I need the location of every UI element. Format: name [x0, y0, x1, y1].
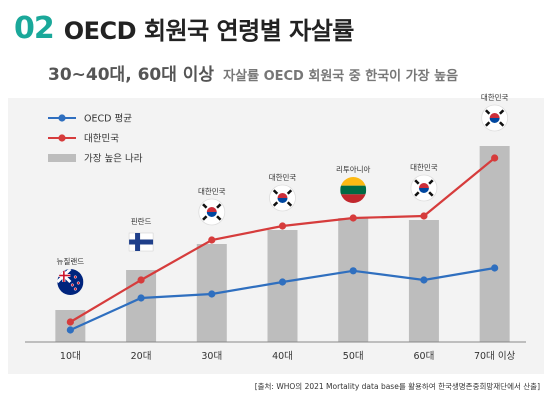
bar-4	[267, 230, 298, 342]
x-tick-label: 50대	[343, 351, 364, 362]
source-note: [출처: WHO의 2021 Mortality data base를 활용하여…	[254, 382, 540, 391]
section-number: 02	[14, 10, 55, 46]
korea-point-7	[491, 154, 499, 162]
x-tick-label: 60대	[414, 351, 435, 362]
bar-country-label: 핀란드	[131, 216, 152, 226]
korea-flag	[198, 198, 226, 226]
oecd-average-point-4	[278, 278, 287, 286]
oecd-average-point-1	[66, 326, 74, 334]
x-tick-label: 20대	[131, 351, 152, 362]
korea-point-6	[420, 212, 428, 220]
legend-label: 가장 높은 나라	[84, 154, 143, 165]
bar-country-label: 뉴질랜드	[57, 256, 85, 266]
page-title: OECD 회원국 연령별 자살률	[63, 16, 355, 45]
subtitle-rest: 자살률 OECD 회원국 중 한국이 가장 높음	[223, 69, 459, 84]
x-tick-label: 70대 이상	[474, 351, 516, 362]
bar-country-label: 대한민국	[481, 92, 509, 102]
legend-oecd-average: OECD 평균	[48, 114, 132, 125]
korea-point-2	[137, 276, 145, 284]
oecd-average-point-3	[208, 290, 216, 298]
legend-highest-country: 가장 높은 나라	[48, 154, 143, 165]
korea-point-5	[349, 214, 357, 222]
oecd-average-point-6	[420, 276, 428, 284]
korea-point-4	[278, 222, 287, 230]
korea-flag	[481, 104, 509, 132]
subtitle: 30~40대, 60대 이상 자살률 OECD 회원국 중 한국이 가장 높음	[48, 60, 458, 85]
korea-flag	[410, 174, 438, 202]
korea-flag	[269, 184, 296, 212]
bar-country-label: 대한민국	[410, 162, 438, 172]
header: 02 OECD 회원국 연령별 자살률	[14, 8, 354, 48]
korea-point-1	[66, 318, 74, 326]
x-tick-label: 40대	[272, 351, 293, 362]
new-zealand-flag	[57, 269, 84, 295]
bar-country-label: 대한민국	[269, 172, 297, 182]
x-tick-label: 10대	[60, 351, 81, 362]
bar-5	[338, 218, 369, 342]
bar-country-label: 리투아니아	[336, 164, 371, 174]
legend-label: 대한민국	[84, 134, 119, 145]
oecd-average-point-2	[137, 294, 145, 302]
x-tick-label: 30대	[201, 351, 222, 362]
finland-flag	[128, 232, 154, 252]
subtitle-emphasis: 30~40대, 60대 이상	[48, 65, 215, 85]
bar-7	[479, 146, 510, 342]
korea-point-3	[208, 236, 216, 244]
legend-label: OECD 평균	[84, 114, 132, 125]
oecd-average-point-5	[349, 267, 357, 275]
bar-country-label: 대한민국	[198, 186, 226, 196]
lithuania-flag	[340, 177, 367, 203]
oecd-average-point-7	[491, 264, 499, 272]
legend-korea: 대한민국	[48, 134, 119, 145]
